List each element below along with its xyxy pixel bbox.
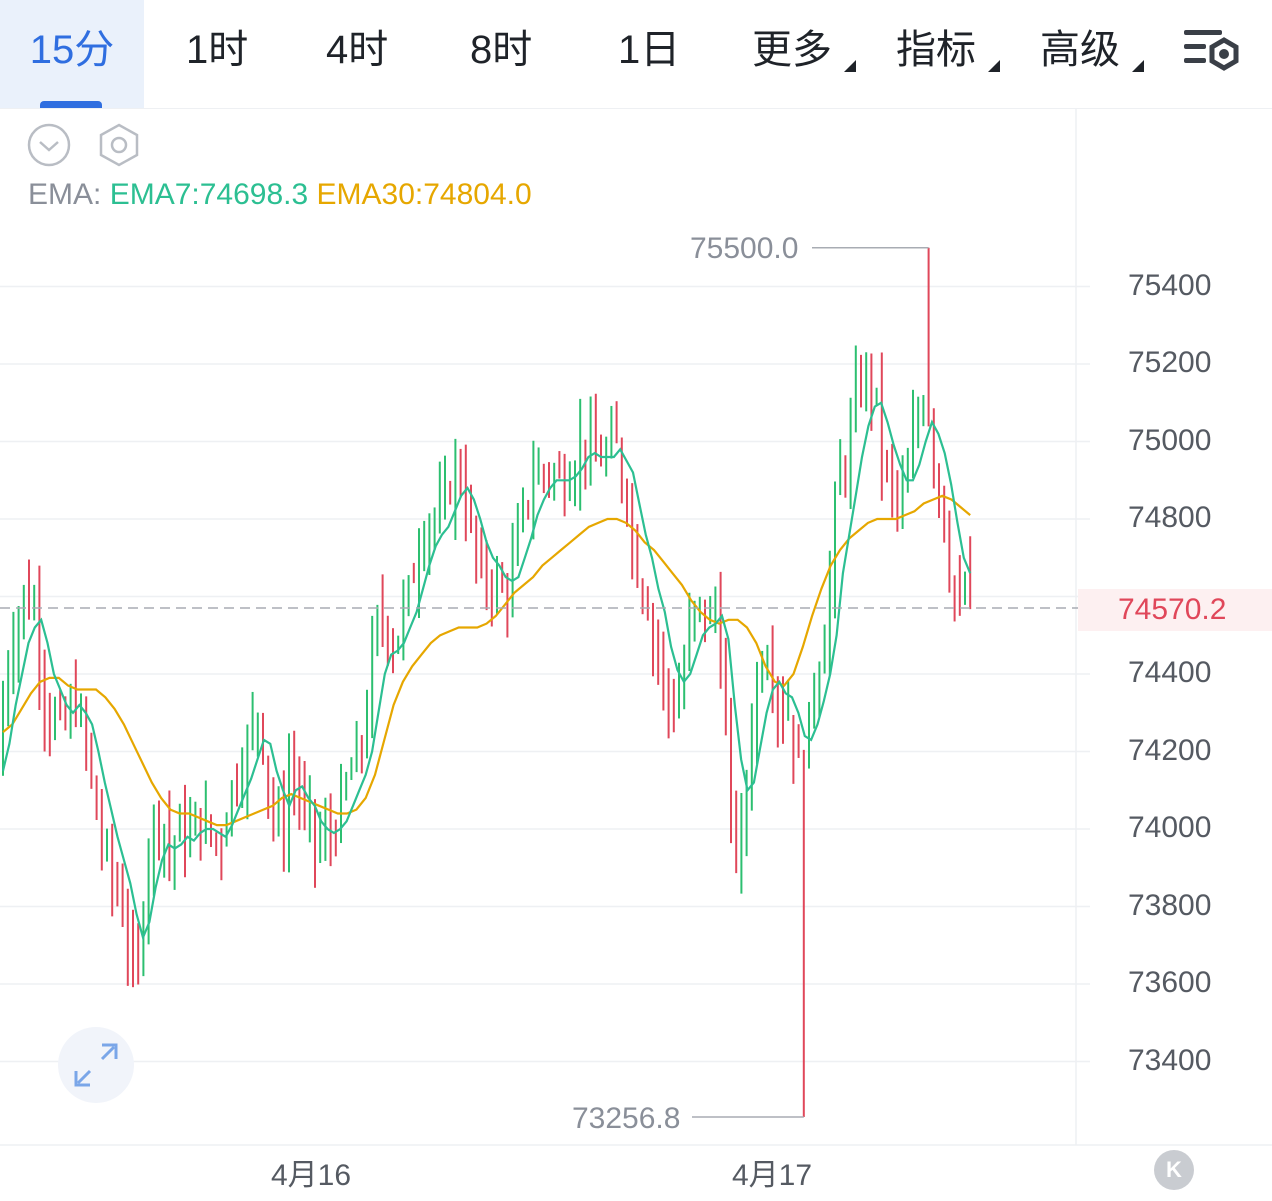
ema-indicator-legend: EMA: EMA7:74698.3 EMA30:74804.0 — [28, 178, 532, 212]
interval-tab-bar: 15分 1时 4时 8时 1日 更多 指标 高级 — [0, 0, 1272, 109]
tab-4hour-label: 4时 — [326, 28, 389, 72]
ema7-line — [1, 401, 972, 941]
tab-8hour[interactable]: 8时 — [470, 0, 532, 108]
scroll-to-latest-icon[interactable]: K — [1154, 1150, 1194, 1190]
y-tick-label: 73600 — [1128, 966, 1212, 999]
tab-more-label: 更多 — [752, 28, 832, 72]
hexagon-gear-icon[interactable] — [96, 122, 142, 168]
candlesticks — [2, 247, 972, 1117]
tab-advanced[interactable]: 高级 — [1040, 0, 1146, 108]
y-tick-label: 74800 — [1128, 501, 1212, 534]
y-tick-label: 74400 — [1128, 656, 1212, 689]
chart-overlay — [0, 247, 1078, 1118]
kline-chart — [0, 108, 1272, 1146]
tab-15min-label: 15分 — [29, 28, 115, 72]
tab-15min[interactable]: 15分 — [0, 0, 144, 108]
tab-1day[interactable]: 1日 — [618, 0, 680, 108]
ema30-value: EMA30:74804.0 — [316, 178, 532, 211]
x-axis-label-apr17: 4月17 — [732, 1159, 813, 1192]
dropdown-triangle-icon — [844, 60, 856, 72]
y-tick-label: 73800 — [1128, 888, 1212, 922]
dropdown-triangle-icon — [1132, 60, 1144, 72]
tab-8hour-label: 8时 — [470, 28, 533, 72]
chevron-down-icon[interactable] — [26, 122, 72, 168]
ema-label: EMA: — [28, 178, 102, 211]
y-tick-label: 74000 — [1128, 811, 1212, 844]
y-tick-label: 74200 — [1128, 733, 1212, 767]
tab-1hour-label: 1时 — [186, 28, 249, 72]
tab-1day-label: 1日 — [618, 28, 681, 72]
chart-grid — [0, 108, 1272, 1146]
tab-1hour[interactable]: 1时 — [186, 0, 248, 108]
ema-lines — [1, 401, 972, 941]
y-tick-label: 75000 — [1128, 423, 1212, 457]
x-axis-label-apr16: 4月16 — [271, 1159, 352, 1192]
tab-advanced-label: 高级 — [1040, 28, 1120, 72]
expand-arrows-icon — [74, 1043, 118, 1087]
tab-indicators-label: 指标 — [896, 28, 976, 72]
kline-chart-area[interactable] — [0, 108, 1272, 1201]
chart-settings-icon[interactable] — [1180, 24, 1244, 80]
y-tick-label: 73400 — [1128, 1043, 1212, 1077]
tab-indicators[interactable]: 指标 — [896, 0, 1002, 108]
low-price-marker: 73256.8 — [572, 1102, 680, 1136]
high-price-marker: 75500.0 — [690, 232, 798, 266]
scroll-to-latest-label: K — [1166, 1157, 1182, 1182]
tab-4hour[interactable]: 4时 — [326, 0, 388, 108]
ema7-value: EMA7:74698.3 — [109, 178, 309, 211]
y-tick-label: 75200 — [1128, 346, 1212, 379]
dropdown-triangle-icon — [988, 60, 1000, 72]
expand-button[interactable] — [58, 1027, 134, 1103]
active-tab-indicator — [40, 101, 102, 108]
current-price-label: 74570.2 — [1078, 589, 1272, 631]
y-tick-label: 75400 — [1128, 268, 1212, 302]
low-price-label: 73256.8 — [572, 1102, 681, 1135]
tab-more[interactable]: 更多 — [752, 0, 858, 108]
ema30-line — [2, 494, 971, 827]
current-price-value: 74570.2 — [1118, 593, 1227, 626]
high-price-label: 75500.0 — [690, 232, 799, 265]
